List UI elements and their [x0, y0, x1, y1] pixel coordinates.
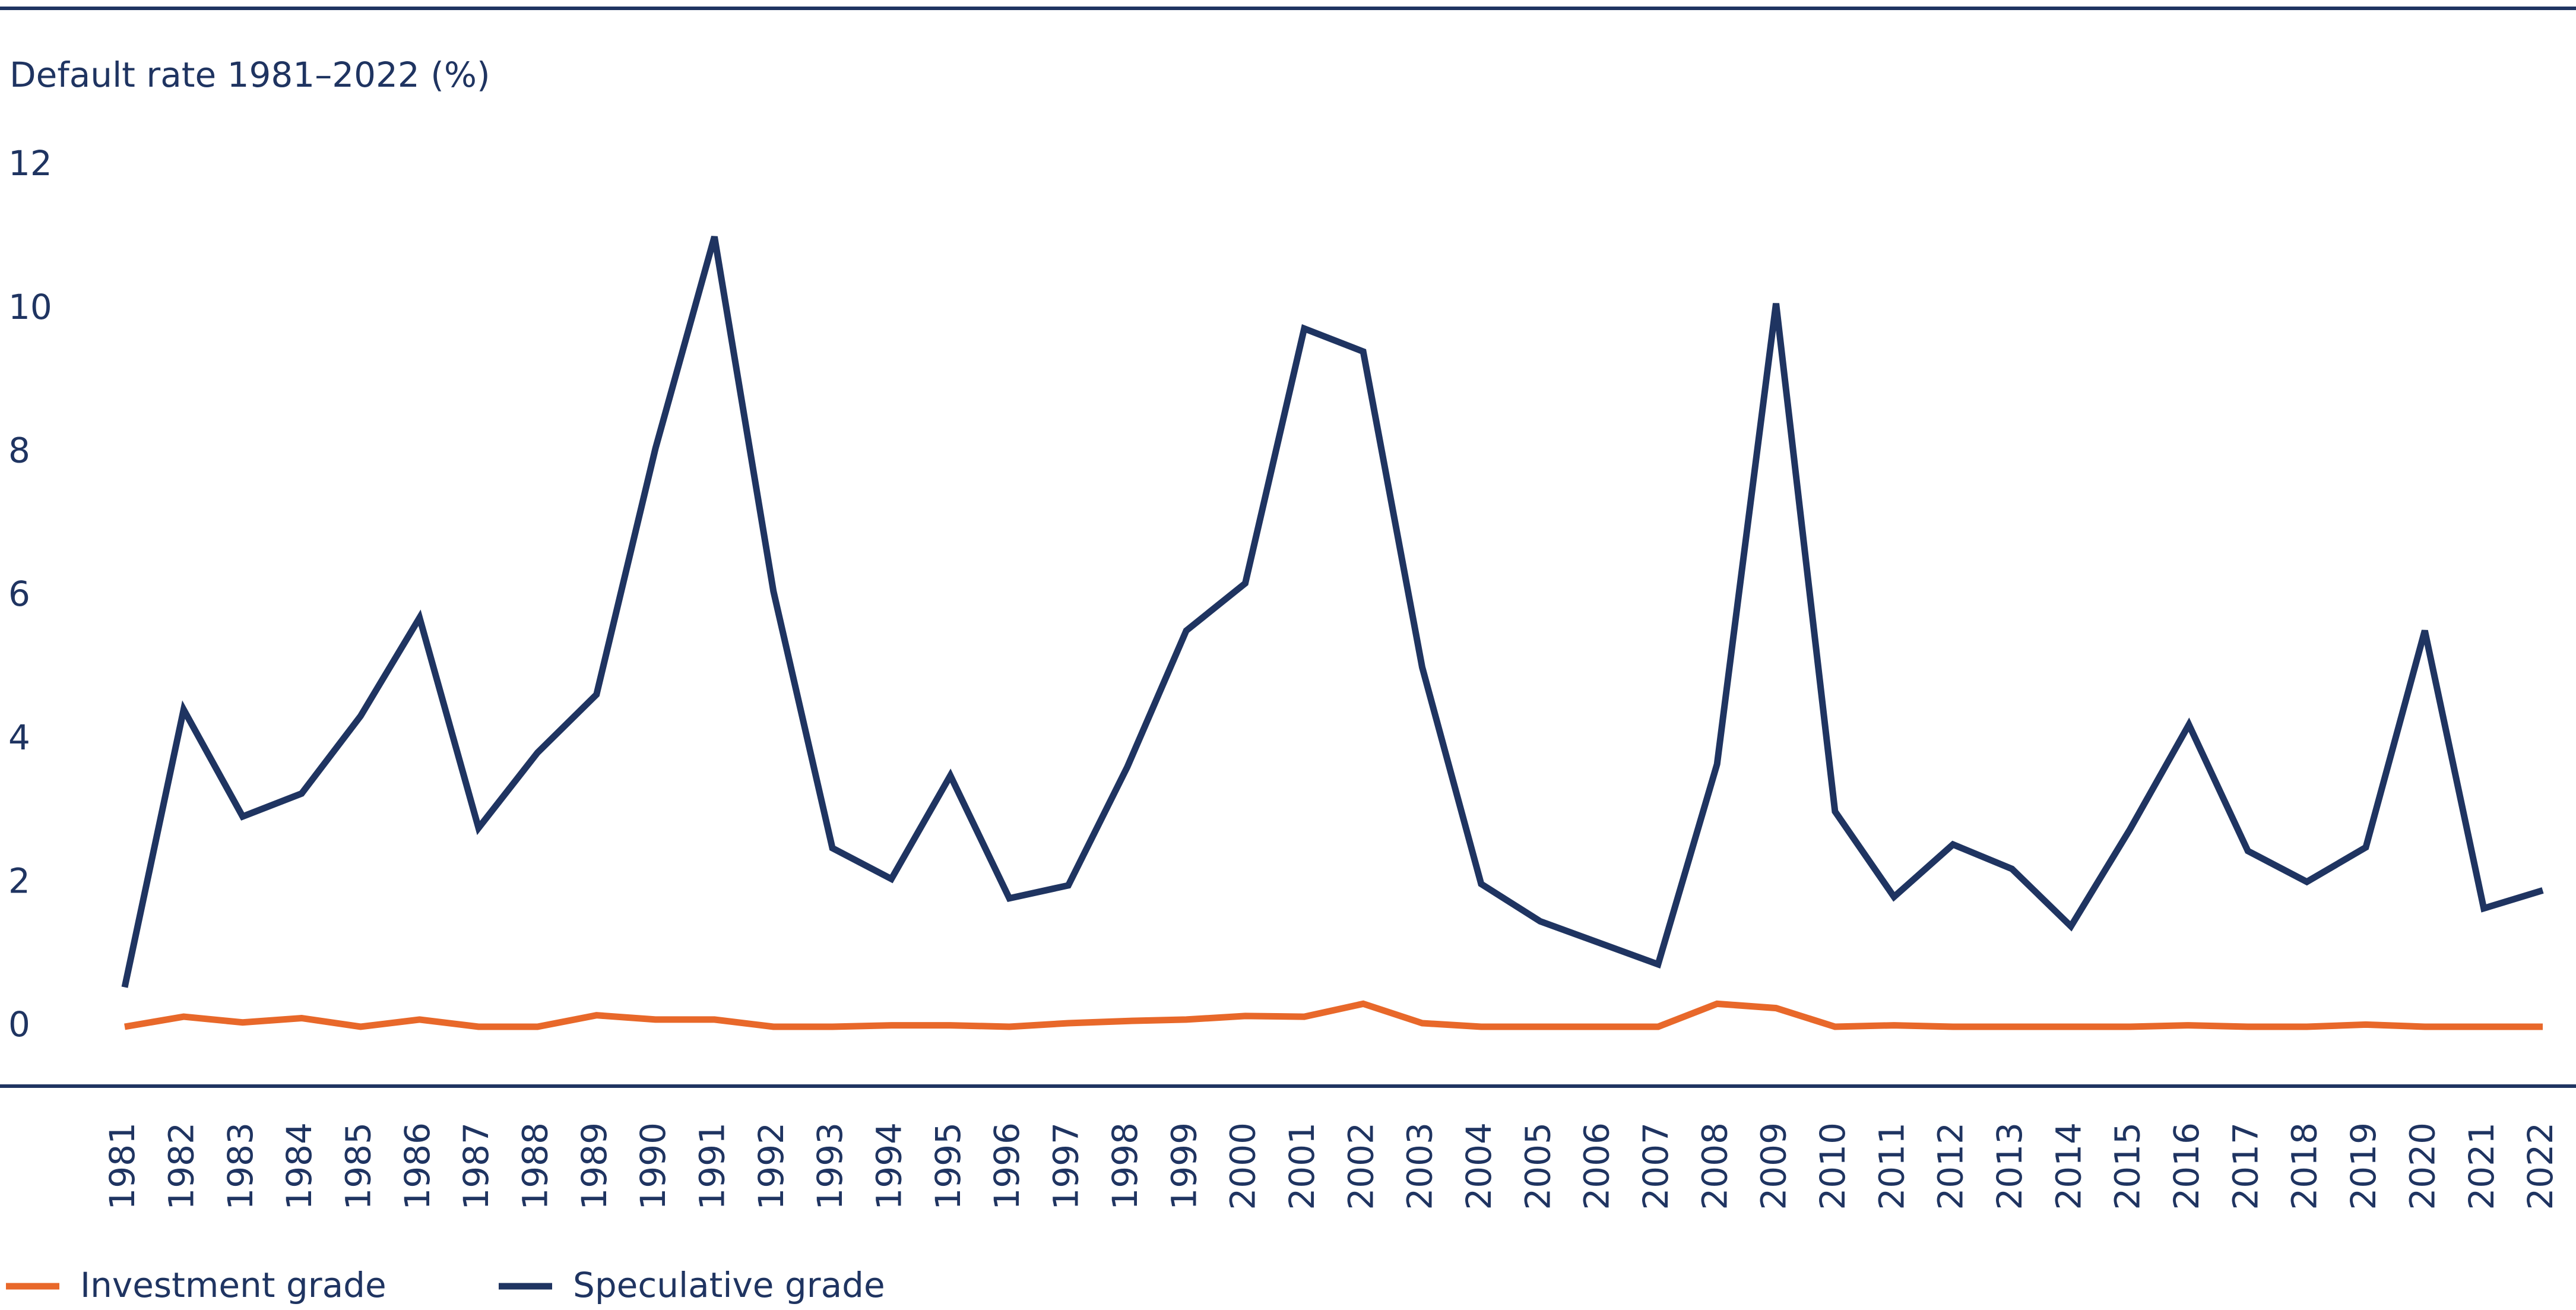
- x-tick-label: 2004: [1459, 1122, 1499, 1210]
- x-tick-label: 1996: [987, 1122, 1027, 1210]
- x-tick-label: 1982: [161, 1122, 201, 1210]
- x-tick-label: 2015: [2108, 1122, 2148, 1210]
- x-tick-label: 1997: [1046, 1122, 1086, 1210]
- legend-label: Speculative grade: [573, 1265, 885, 1305]
- x-tick-label: 1998: [1105, 1122, 1145, 1210]
- x-tick-label: 1992: [751, 1122, 791, 1210]
- x-tick-label: 2000: [1223, 1122, 1263, 1210]
- x-tick-label: 1991: [692, 1122, 733, 1210]
- x-tick-label: 2006: [1577, 1122, 1617, 1210]
- x-tick-label: 2022: [2520, 1122, 2561, 1210]
- y-tick-label: 8: [8, 430, 30, 470]
- x-tick-label: 1988: [515, 1122, 555, 1210]
- x-tick-label: 1983: [220, 1122, 261, 1210]
- x-tick-label: 2012: [1931, 1122, 1971, 1210]
- x-tick-label: 2011: [1871, 1122, 1912, 1210]
- x-tick-label: 1981: [102, 1122, 142, 1210]
- y-axis-label: Default rate 1981–2022 (%): [9, 55, 490, 95]
- x-tick-label: 2007: [1636, 1122, 1676, 1210]
- y-tick-label: 12: [8, 143, 52, 183]
- x-tick-label: 2014: [2048, 1122, 2089, 1210]
- x-tick-label: 1993: [810, 1122, 850, 1210]
- x-tick-label: 2009: [1754, 1122, 1794, 1210]
- x-tick-label: 1986: [397, 1122, 438, 1210]
- x-tick-label: 2017: [2225, 1122, 2266, 1210]
- x-tick-label: 2010: [1813, 1122, 1853, 1210]
- x-tick-label: 2013: [1989, 1122, 2030, 1210]
- x-tick-label: 1995: [928, 1122, 968, 1210]
- series-line: [124, 1000, 2543, 1030]
- x-tick-label: 2001: [1282, 1122, 1322, 1210]
- x-tick-label: 2008: [1694, 1122, 1735, 1210]
- x-tick-label: 2002: [1341, 1122, 1381, 1210]
- x-tick-label: 2005: [1517, 1122, 1558, 1210]
- y-tick-label: 2: [8, 860, 30, 901]
- y-tick-label: 0: [8, 1004, 30, 1045]
- x-tick-label: 2003: [1400, 1122, 1440, 1210]
- legend-label: Investment grade: [80, 1265, 386, 1305]
- x-tick-label: 1994: [869, 1122, 910, 1210]
- x-tick-label: 2016: [2166, 1122, 2207, 1210]
- y-tick-label: 4: [8, 717, 30, 758]
- series-line: [121, 236, 2544, 988]
- x-tick-label: 2018: [2285, 1122, 2325, 1210]
- x-tick-label: 1990: [633, 1122, 673, 1210]
- x-tick-label: 2021: [2461, 1122, 2502, 1210]
- x-tick-label: 1985: [338, 1122, 378, 1210]
- x-tick-label: 1999: [1164, 1122, 1204, 1210]
- x-tick-label: 1984: [279, 1122, 319, 1210]
- y-tick-label: 6: [8, 574, 30, 614]
- y-tick-label: 10: [8, 287, 52, 327]
- x-tick-label: 2020: [2402, 1122, 2442, 1210]
- x-tick-label: 1989: [574, 1122, 614, 1210]
- x-tick-label: 1987: [456, 1122, 496, 1210]
- x-tick-label: 2019: [2343, 1122, 2384, 1210]
